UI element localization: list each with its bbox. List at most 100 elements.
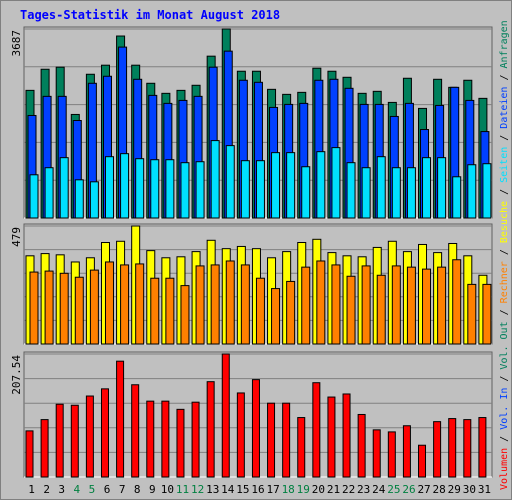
bar bbox=[316, 151, 326, 219]
legend-separator: / bbox=[499, 243, 510, 261]
x-tick-label: 18 bbox=[282, 483, 295, 496]
bar bbox=[104, 156, 114, 219]
bar bbox=[135, 263, 145, 345]
x-tick-label: 12 bbox=[191, 483, 204, 496]
x-tick-label: 20 bbox=[312, 483, 325, 496]
bar bbox=[327, 396, 336, 478]
legend-entry: Dateien bbox=[499, 87, 510, 129]
x-tick-label: 15 bbox=[236, 483, 249, 496]
x-tick-label: 26 bbox=[402, 483, 415, 496]
bar bbox=[482, 163, 492, 219]
bar bbox=[448, 418, 457, 478]
bar bbox=[74, 276, 84, 345]
bar bbox=[452, 259, 462, 345]
x-tick-label: 19 bbox=[297, 483, 310, 496]
legend-entry: Anfragen bbox=[499, 20, 510, 68]
bar bbox=[255, 277, 265, 345]
bar bbox=[85, 395, 94, 478]
x-tick-label: 10 bbox=[161, 483, 174, 496]
bar bbox=[271, 288, 281, 345]
x-tick-label: 21 bbox=[327, 483, 340, 496]
bar bbox=[357, 413, 366, 478]
bar bbox=[346, 275, 356, 345]
legend-separator: / bbox=[499, 303, 510, 321]
x-tick-label: 23 bbox=[357, 483, 370, 496]
bar bbox=[25, 430, 34, 478]
bar bbox=[433, 421, 442, 478]
bar bbox=[104, 261, 114, 345]
x-tick-label: 11 bbox=[176, 483, 189, 496]
bar bbox=[316, 260, 326, 345]
bar bbox=[312, 382, 321, 478]
x-tick-label: 22 bbox=[342, 483, 355, 496]
bar bbox=[146, 400, 155, 478]
bar bbox=[40, 419, 49, 478]
bar bbox=[116, 360, 125, 478]
bar bbox=[236, 392, 245, 478]
bar bbox=[255, 160, 265, 219]
x-tick-label: 25 bbox=[387, 483, 400, 496]
bar bbox=[387, 431, 396, 478]
x-tick-label: 13 bbox=[206, 483, 219, 496]
chart-title: Tages-Statistik im Monat August 2018 bbox=[20, 8, 280, 22]
bar bbox=[240, 264, 250, 345]
x-tick-label: 6 bbox=[104, 483, 111, 496]
bar bbox=[422, 157, 432, 219]
bar bbox=[331, 264, 341, 345]
bar bbox=[331, 147, 341, 219]
legend-separator: / bbox=[499, 183, 510, 201]
x-tick-label: 7 bbox=[119, 483, 126, 496]
bar bbox=[221, 353, 230, 478]
bar bbox=[176, 408, 185, 478]
x-tick-label: 5 bbox=[89, 483, 96, 496]
legend-entry: Vol. In bbox=[499, 388, 510, 430]
bar bbox=[195, 265, 205, 345]
bar bbox=[361, 167, 371, 219]
bar bbox=[402, 425, 411, 478]
bar bbox=[391, 265, 401, 345]
bar bbox=[267, 402, 276, 478]
legend-separator: / bbox=[499, 68, 510, 86]
bar bbox=[286, 152, 296, 219]
x-tick-label: 8 bbox=[134, 483, 141, 496]
legend-separator: / bbox=[499, 430, 510, 448]
x-tick-label: 9 bbox=[149, 483, 156, 496]
bar bbox=[59, 157, 69, 219]
bar bbox=[251, 379, 260, 478]
legend-separator: / bbox=[499, 129, 510, 147]
x-tick-label: 17 bbox=[266, 483, 279, 496]
bar bbox=[150, 159, 160, 219]
x-tick-label: 4 bbox=[74, 483, 81, 496]
x-tick-label: 29 bbox=[448, 483, 461, 496]
bar bbox=[29, 271, 39, 345]
x-tick-label: 24 bbox=[372, 483, 386, 496]
x-tick-label: 1 bbox=[28, 483, 35, 496]
y-tick-label: 479 bbox=[10, 227, 23, 247]
bar bbox=[467, 164, 477, 219]
bar bbox=[74, 179, 84, 219]
x-tick-label: 30 bbox=[463, 483, 476, 496]
bar bbox=[191, 401, 200, 478]
bar bbox=[463, 419, 472, 478]
bar bbox=[206, 381, 215, 478]
bar bbox=[240, 160, 250, 219]
bar bbox=[391, 167, 401, 219]
bar bbox=[286, 280, 296, 345]
bar bbox=[452, 176, 462, 219]
bar bbox=[342, 393, 351, 478]
bar bbox=[210, 264, 220, 345]
bar bbox=[372, 429, 381, 478]
bar bbox=[422, 268, 432, 345]
bar bbox=[195, 161, 205, 219]
x-tick-label: 3 bbox=[58, 483, 65, 496]
x-tick-label: 2 bbox=[43, 483, 50, 496]
bar bbox=[225, 145, 235, 219]
bar bbox=[100, 388, 109, 478]
bar bbox=[165, 159, 175, 219]
bar bbox=[120, 264, 130, 345]
bar bbox=[55, 403, 64, 478]
bar bbox=[301, 166, 311, 219]
bar bbox=[376, 156, 386, 219]
legend: Volumen / Vol. In / Vol. Out / Rechner /… bbox=[499, 20, 510, 490]
